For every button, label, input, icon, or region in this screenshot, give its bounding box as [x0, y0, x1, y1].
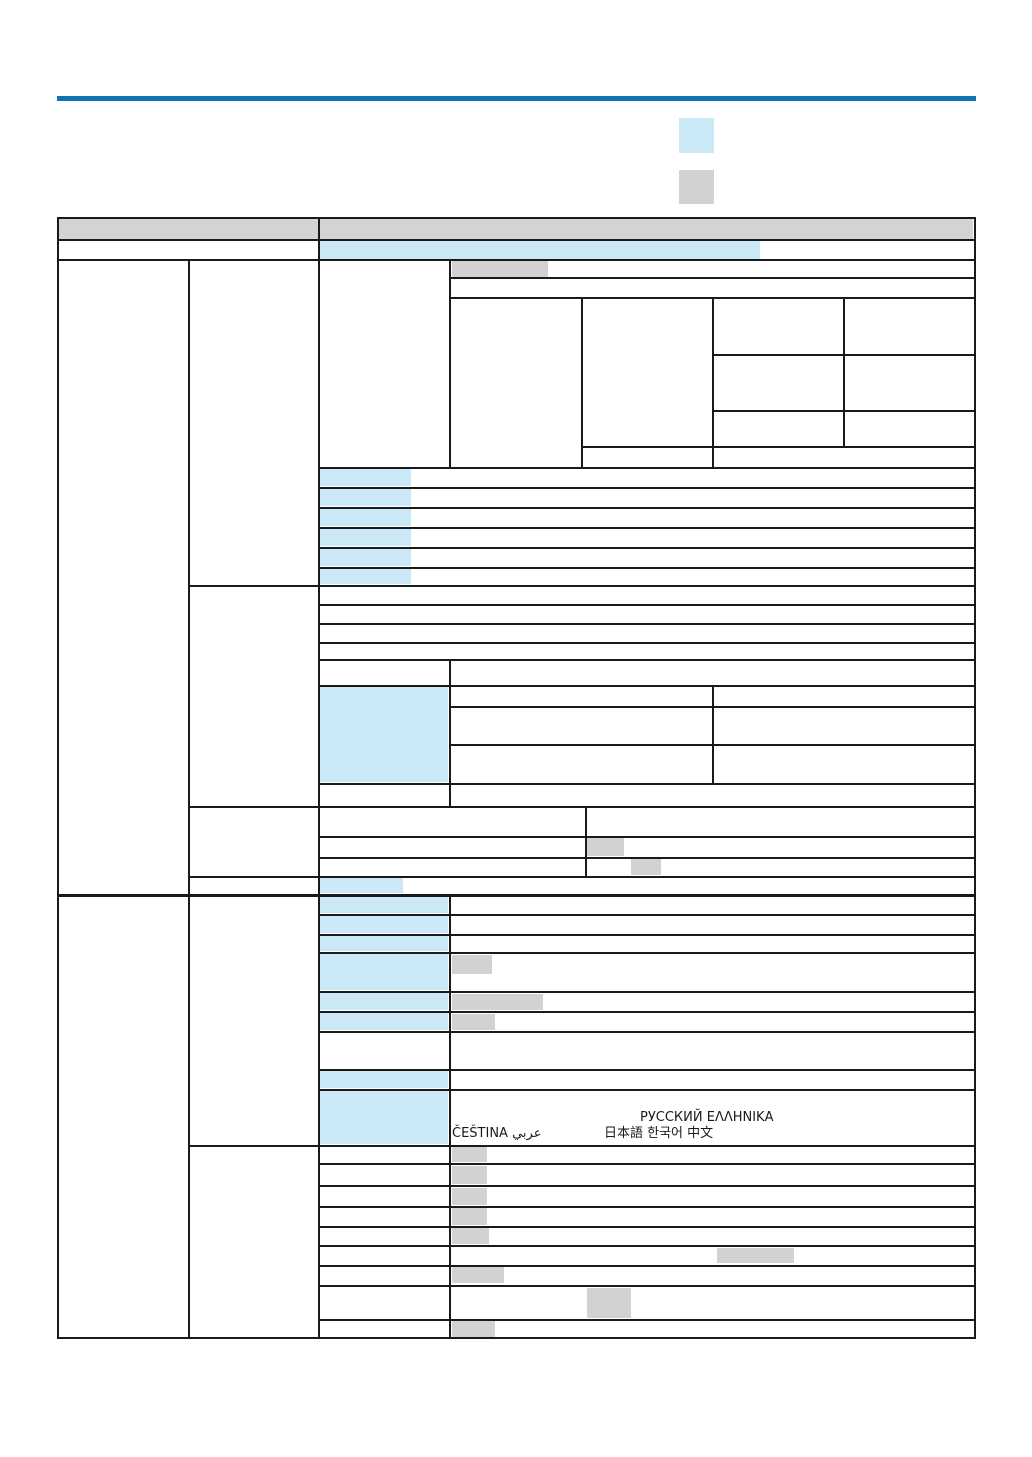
swatch-cell — [452, 1228, 489, 1244]
grid-line — [318, 1069, 976, 1071]
grid-line — [57, 894, 976, 897]
grid-line — [57, 1337, 976, 1339]
grid-line — [581, 297, 583, 469]
highlight-cell — [320, 954, 448, 990]
grid-line — [318, 527, 976, 529]
grid-line — [188, 806, 976, 808]
highlight-cell — [320, 878, 403, 893]
grid-line — [318, 487, 976, 489]
grid-line — [318, 467, 976, 469]
legend-default-gray-swatch — [679, 170, 714, 204]
header-fill — [320, 219, 973, 239]
grid-line — [57, 217, 976, 219]
grid-line — [318, 1245, 976, 1247]
grid-line — [318, 567, 976, 569]
highlight-cell — [320, 1091, 448, 1144]
grid-line — [318, 1185, 976, 1187]
grid-line — [318, 604, 976, 606]
language-options-line2-right: 日本語 한국어 中文 — [604, 1126, 714, 1141]
highlight-cell — [320, 687, 448, 782]
grid-line — [318, 1285, 976, 1287]
swatch-cell — [587, 838, 624, 856]
swatch-cell — [587, 1288, 631, 1318]
grid-line — [449, 259, 451, 469]
highlight-cell — [320, 993, 448, 1010]
swatch-cell — [452, 1147, 487, 1162]
highlight-cell — [320, 509, 411, 526]
highlight-cell — [320, 241, 760, 259]
grid-line — [318, 1226, 976, 1228]
swatch-cell — [452, 1188, 487, 1205]
highlight-cell — [320, 916, 448, 933]
grid-line — [318, 1011, 976, 1013]
highlight-cell — [320, 936, 448, 951]
grid-line — [318, 1265, 976, 1267]
grid-line — [318, 642, 976, 644]
grid-line — [843, 297, 845, 448]
highlight-cell — [320, 549, 411, 566]
language-options-line2-left: ČEŠTINA عربي — [452, 1126, 542, 1141]
swatch-cell — [452, 1166, 487, 1184]
grid-line — [318, 1206, 976, 1208]
grid-line — [318, 914, 976, 916]
language-options-line1: РУССКИЙ ΕΛΛΗΝΙΚΑ — [640, 1110, 774, 1125]
grid-line — [318, 1089, 976, 1091]
grid-line — [449, 277, 976, 279]
grid-line — [318, 1031, 976, 1033]
swatch-cell — [452, 994, 543, 1010]
grid-line — [585, 806, 587, 878]
grid-line — [188, 1145, 976, 1147]
swatch-cell — [452, 1321, 495, 1337]
swatch-cell — [452, 1208, 487, 1225]
swatch-cell — [631, 858, 661, 875]
grid-line — [57, 217, 59, 1339]
highlight-cell — [320, 529, 411, 546]
legend-highlight-blue-swatch — [679, 118, 714, 153]
header-fill — [59, 219, 318, 239]
grid-line — [449, 894, 451, 1339]
highlight-cell — [320, 896, 448, 913]
grid-line — [318, 836, 976, 838]
grid-line — [318, 934, 976, 936]
grid-line — [581, 446, 976, 448]
swatch-cell — [717, 1248, 794, 1263]
grid-line — [318, 952, 976, 954]
grid-line — [188, 259, 190, 1339]
grid-line — [318, 783, 976, 785]
grid-line — [974, 217, 976, 1339]
highlight-cell — [320, 1013, 448, 1030]
grid-line — [318, 685, 976, 687]
highlight-cell — [320, 469, 411, 486]
highlight-cell — [320, 1071, 448, 1088]
swatch-cell — [452, 1014, 495, 1030]
swatch-cell — [452, 261, 548, 277]
grid-line — [318, 659, 976, 661]
top-section-rule — [57, 96, 976, 101]
grid-line — [188, 876, 976, 878]
grid-line — [318, 507, 976, 509]
grid-line — [188, 585, 976, 587]
grid-line — [318, 623, 976, 625]
grid-line — [712, 685, 714, 785]
grid-line — [57, 239, 976, 241]
grid-line — [712, 297, 714, 469]
grid-line — [318, 857, 976, 859]
swatch-cell — [452, 1267, 504, 1283]
grid-line — [318, 1163, 976, 1165]
highlight-cell — [320, 489, 411, 506]
grid-line — [318, 547, 976, 549]
grid-line — [318, 1319, 976, 1321]
grid-line — [318, 217, 320, 1339]
grid-line — [57, 259, 976, 261]
swatch-cell — [452, 955, 492, 974]
highlight-cell — [320, 569, 411, 584]
grid-line — [318, 991, 976, 993]
grid-line — [449, 659, 451, 808]
